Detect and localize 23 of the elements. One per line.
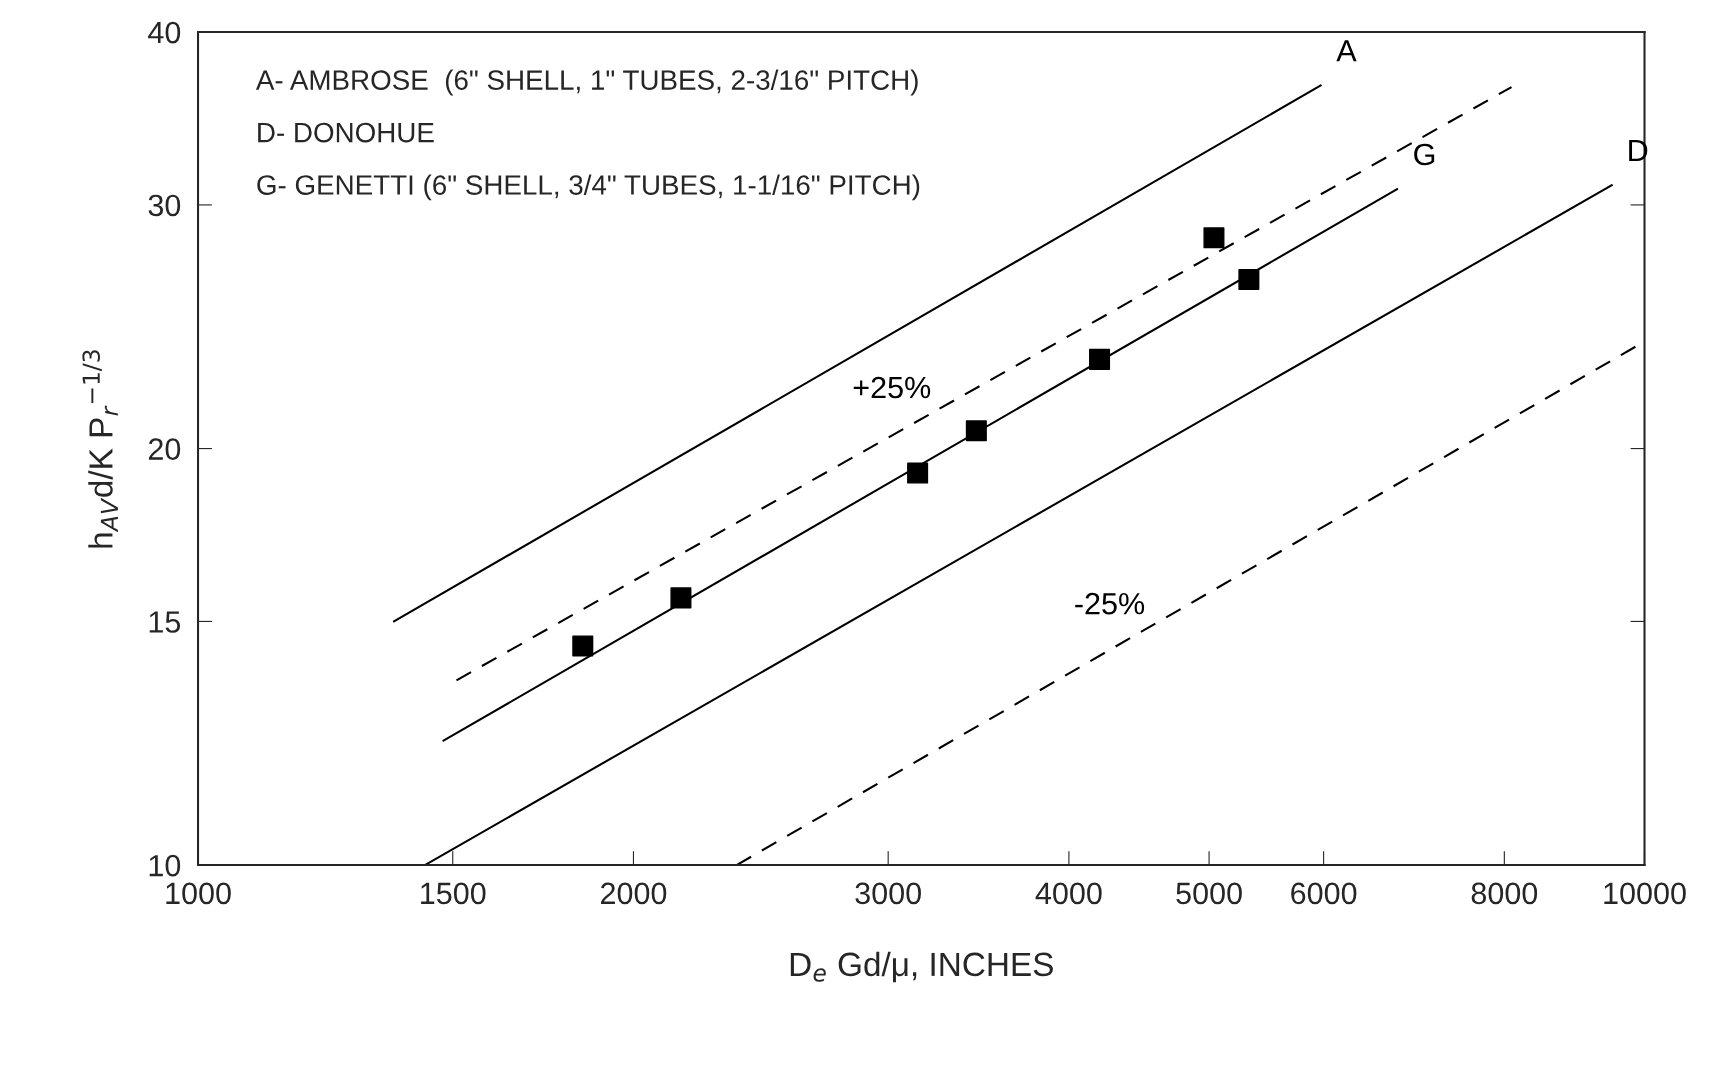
x-tick-label: 1000 xyxy=(166,882,231,905)
x-tick-label: 10000 xyxy=(1604,882,1686,905)
series-label: G xyxy=(1414,143,1435,166)
y-tick-label: 10 xyxy=(149,854,181,877)
x-tick-label: 4000 xyxy=(1035,882,1102,905)
x-tick-label: 2000 xyxy=(601,882,667,905)
x-tick-label: 1500 xyxy=(421,882,486,905)
series-label: -25% xyxy=(1075,592,1145,615)
y-tick-label: 30 xyxy=(148,194,181,217)
x-tick-label: 8000 xyxy=(1471,882,1538,905)
x-axis-title: D$_{e}$ Gd/μ, INCHES xyxy=(790,951,1053,983)
y-tick-label: 40 xyxy=(148,21,181,44)
series-label: +25% xyxy=(853,376,931,399)
y-tick-label: 20 xyxy=(148,438,181,460)
annotation: D- DONOHUE xyxy=(258,122,434,143)
annotation: A- AMBROSE (6" SHELL, 1" TUBES, 2-3/16" PITCH) xyxy=(255,69,918,96)
series-label: A xyxy=(1336,40,1357,62)
y-tick-label: 15 xyxy=(149,611,181,633)
y-axis-title: h$_{AV}$d/K P$_{r}$$^{−1/3}$ xyxy=(82,350,118,548)
annotation: G- GENETTI (6" SHELL, 3/4" TUBES, 1-1/16" PITCH) xyxy=(257,174,920,201)
x-tick-label: 3000 xyxy=(855,882,921,905)
x-tick-label: 5000 xyxy=(1176,882,1242,905)
x-tick-label: 6000 xyxy=(1291,882,1357,905)
